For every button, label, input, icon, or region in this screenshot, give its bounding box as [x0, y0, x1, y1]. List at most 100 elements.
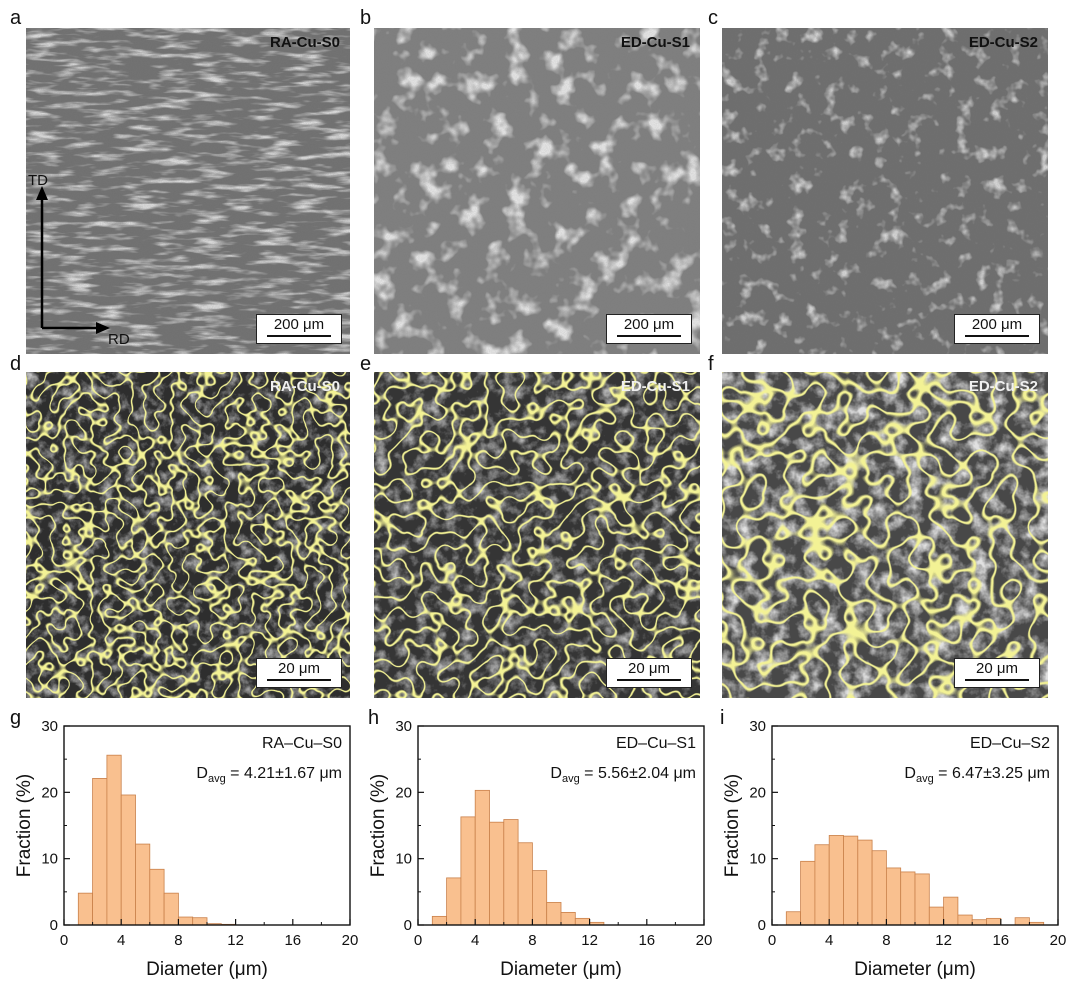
- y-tick-label: 10: [395, 851, 412, 868]
- histogram-bar: [446, 877, 462, 926]
- histogram-svg-g: 0 4 8 12 16 20 0 10 20 30 Diameter (μm) Fraction (%…: [14, 718, 359, 980]
- grain-map-d: [26, 372, 350, 698]
- histogram-bar: [149, 868, 165, 926]
- panel-label-d: d: [10, 353, 22, 375]
- histogram-bar: [517, 842, 533, 926]
- histogram-bar: [177, 916, 194, 926]
- x-tick-label: 20: [342, 932, 359, 949]
- histogram-bar: [574, 917, 591, 926]
- sample-label-e: ED-Cu-S1: [620, 378, 690, 395]
- panel-label-c: c: [708, 7, 718, 29]
- sem-image-b: ED-Cu-S1 200 μm: [374, 28, 700, 354]
- panel-label-g: g: [10, 707, 22, 729]
- y-axis-label: Fraction (%): [14, 774, 35, 877]
- grain-map-e: [374, 372, 700, 698]
- x-tick-label: 16: [284, 932, 301, 949]
- histogram-bar: [531, 870, 548, 926]
- histogram-bar: [843, 835, 859, 926]
- td-label: TD: [28, 172, 48, 189]
- x-axis-label: Diameter (μm): [500, 959, 622, 980]
- panel-label-b: b: [360, 7, 372, 29]
- y-tick-label: 0: [50, 917, 58, 934]
- histogram-bar: [120, 794, 136, 926]
- scale-bar-f: 20 μm: [954, 658, 1040, 688]
- histogram-i: 0 4 8 12 16 20 0 10 20 30 Diameter (μm) Fraction (%…: [708, 706, 1068, 996]
- sample-label-b: ED-Cu-S1: [620, 34, 690, 51]
- histogram-bar: [814, 844, 830, 926]
- scale-bar-a: 200 μm: [256, 314, 342, 344]
- histogram-bar: [943, 896, 959, 926]
- histogram-bar: [135, 843, 151, 926]
- scale-bar-c: 200 μm: [954, 314, 1040, 344]
- histogram-bar: [828, 835, 844, 926]
- sem-image-d: RA-Cu-S0 20 μm: [26, 372, 350, 698]
- rd-label: RD: [108, 331, 130, 348]
- y-axis-label: Fraction (%): [368, 774, 389, 877]
- histogram-bar: [957, 914, 973, 926]
- y-tick-label: 0: [404, 917, 412, 934]
- y-tick-label: 30: [395, 718, 412, 735]
- y-tick-label: 10: [41, 851, 58, 868]
- sample-label-a: RA-Cu-S0: [270, 34, 340, 51]
- y-tick-label: 30: [41, 718, 58, 735]
- histogram-bar: [431, 915, 448, 926]
- x-tick-label: 0: [414, 932, 422, 949]
- histogram-bar: [546, 902, 562, 926]
- sem-texture-c: [722, 28, 1048, 354]
- y-axis-label: Fraction (%): [722, 774, 743, 877]
- histogram-bar: [928, 906, 945, 926]
- x-tick-label: 4: [825, 932, 833, 949]
- histogram-bar: [77, 892, 94, 926]
- histogram-bar: [1014, 917, 1030, 926]
- x-tick-label: 12: [227, 932, 244, 949]
- x-axis-label: Diameter (μm): [146, 959, 268, 980]
- histogram-bar: [489, 821, 505, 926]
- histogram-bar: [986, 917, 1002, 926]
- annotation-sample: RA–Cu–S0: [262, 735, 342, 752]
- histogram-bar: [900, 871, 916, 926]
- histogram-bar: [192, 917, 208, 926]
- x-tick-label: 0: [768, 932, 776, 949]
- x-tick-label: 12: [935, 932, 952, 949]
- histogram-svg-i: 0 4 8 12 16 20 0 10 20 30 Diameter (μm) Fraction (%…: [722, 718, 1066, 980]
- panel-label-f: f: [708, 353, 714, 375]
- x-tick-label: 8: [882, 932, 890, 949]
- histogram-bar: [857, 839, 873, 926]
- y-tick-label: 20: [395, 784, 412, 801]
- annotation-sample: ED–Cu–S1: [616, 735, 696, 752]
- histogram-bar: [460, 816, 476, 926]
- y-tick-label: 0: [758, 917, 766, 934]
- histogram-bar: [474, 789, 490, 926]
- sem-image-f: ED-Cu-S2 20 μm: [722, 372, 1048, 698]
- x-tick-label: 12: [581, 932, 598, 949]
- x-tick-label: 0: [60, 932, 68, 949]
- x-tick-label: 16: [992, 932, 1009, 949]
- annotation-davg: Davg = 4.21±1.67 μm: [196, 765, 342, 785]
- grain-map-f: [722, 372, 1048, 698]
- histogram-g: 0 4 8 12 16 20 0 10 20 30 Diameter (μm) Fraction (%…: [0, 706, 360, 996]
- histogram-bar: [163, 892, 179, 926]
- sample-label-c: ED-Cu-S2: [968, 34, 1038, 51]
- x-tick-label: 20: [696, 932, 713, 949]
- x-tick-label: 16: [638, 932, 655, 949]
- scale-bar-d: 20 μm: [256, 658, 342, 688]
- histogram-svg-h: 0 4 8 12 16 20 0 10 20 30 Diameter (μm) Fraction (%…: [368, 718, 713, 980]
- y-tick-label: 30: [749, 718, 766, 735]
- annotation-davg: Davg = 5.56±2.04 μm: [550, 765, 696, 785]
- histogram-bar: [503, 819, 519, 926]
- sample-label-d: RA-Cu-S0: [270, 378, 340, 395]
- x-tick-label: 8: [528, 932, 536, 949]
- y-tick-label: 10: [749, 851, 766, 868]
- histogram-bar: [106, 754, 122, 926]
- panel-label-e: e: [360, 353, 372, 375]
- scale-bar-e: 20 μm: [606, 658, 692, 688]
- x-tick-label: 4: [117, 932, 125, 949]
- histogram-bar: [800, 860, 816, 926]
- histogram-bar: [971, 919, 987, 926]
- sem-texture-a: [26, 28, 350, 354]
- histogram-h: 0 4 8 12 16 20 0 10 20 30 Diameter (μm) Fraction (%…: [354, 706, 714, 996]
- sem-image-e: ED-Cu-S1 20 μm: [374, 372, 700, 698]
- annotation-sample: ED–Cu–S2: [970, 735, 1050, 752]
- histogram-bar: [871, 850, 887, 926]
- sem-image-c: ED-Cu-S2 200 μm: [722, 28, 1048, 354]
